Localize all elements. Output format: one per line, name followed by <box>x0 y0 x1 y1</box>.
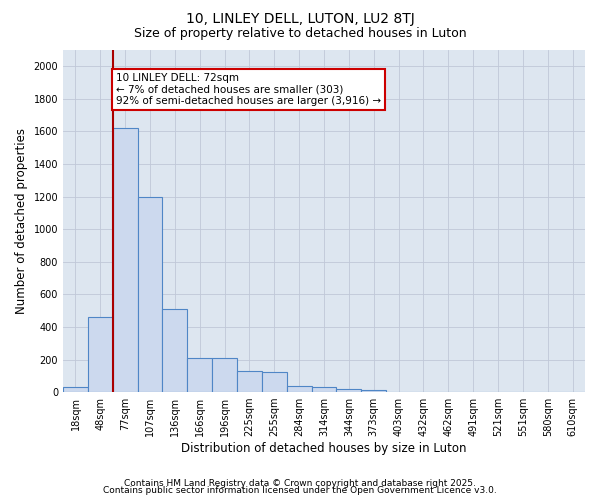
Y-axis label: Number of detached properties: Number of detached properties <box>15 128 28 314</box>
Text: 10, LINLEY DELL, LUTON, LU2 8TJ: 10, LINLEY DELL, LUTON, LU2 8TJ <box>185 12 415 26</box>
Bar <box>361 390 386 392</box>
Text: Size of property relative to detached houses in Luton: Size of property relative to detached ho… <box>134 28 466 40</box>
Bar <box>113 128 137 392</box>
X-axis label: Distribution of detached houses by size in Luton: Distribution of detached houses by size … <box>181 442 467 455</box>
Bar <box>163 309 187 392</box>
Bar <box>137 196 163 392</box>
Bar <box>287 386 311 392</box>
Bar <box>212 358 237 392</box>
Bar <box>187 358 212 392</box>
Bar <box>88 317 113 392</box>
Bar <box>63 387 88 392</box>
Text: Contains HM Land Registry data © Crown copyright and database right 2025.: Contains HM Land Registry data © Crown c… <box>124 478 476 488</box>
Bar <box>337 389 361 392</box>
Bar <box>262 372 287 392</box>
Text: Contains public sector information licensed under the Open Government Licence v3: Contains public sector information licen… <box>103 486 497 495</box>
Bar <box>311 387 337 392</box>
Bar <box>237 371 262 392</box>
Text: 10 LINLEY DELL: 72sqm
← 7% of detached houses are smaller (303)
92% of semi-deta: 10 LINLEY DELL: 72sqm ← 7% of detached h… <box>116 73 381 106</box>
